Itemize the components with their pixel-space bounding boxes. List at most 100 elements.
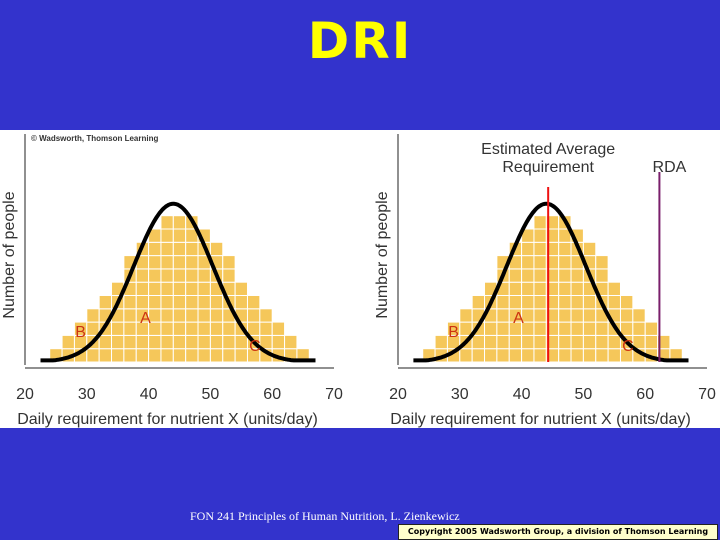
bar-cell	[135, 268, 150, 283]
bar-cell	[582, 321, 597, 336]
bar-cell	[533, 255, 547, 270]
bar-cell	[222, 334, 236, 350]
bar-cell	[246, 295, 261, 310]
bar-cell	[148, 295, 162, 310]
bar-cell	[619, 321, 634, 336]
bar-cell	[209, 308, 224, 323]
bar-cell	[607, 295, 621, 310]
bar-cell	[558, 321, 572, 336]
histogram-bar	[632, 308, 646, 363]
region-label-c: C	[249, 338, 261, 355]
x-tick-label: 20	[389, 386, 407, 403]
y-axis-title: Number of people	[374, 191, 391, 318]
bar-cell	[496, 334, 510, 350]
bar-cell	[496, 348, 510, 363]
x-tick-label: 70	[698, 386, 716, 403]
x-tick-label: 50	[575, 386, 593, 403]
bar-cell	[558, 281, 572, 296]
bar-cell	[209, 241, 224, 257]
bar-cell	[135, 334, 150, 350]
bar-cell	[123, 308, 137, 323]
bar-cell	[582, 241, 597, 257]
bar-cell	[148, 348, 162, 363]
bar-cell	[222, 348, 236, 363]
bar-cell	[98, 334, 113, 350]
bar-cell	[209, 334, 224, 350]
bar-cell	[172, 215, 187, 230]
bar-cell	[521, 255, 535, 270]
bar-cell	[570, 268, 584, 283]
bar-cell	[259, 308, 273, 323]
distribution-curve	[40, 201, 316, 363]
x-tick-label: 60	[636, 386, 654, 403]
bar-cell	[459, 321, 473, 336]
bar-cell	[111, 321, 125, 336]
bar-cell	[521, 334, 535, 350]
bar-cell	[160, 334, 174, 350]
histogram-bar	[185, 215, 199, 363]
bar-cell	[284, 334, 298, 350]
bar-cell	[172, 255, 187, 270]
bar-cell	[172, 295, 187, 310]
bar-cell	[197, 321, 211, 336]
bar-cell	[558, 334, 572, 350]
bar-cell	[160, 348, 174, 363]
bar-cell	[160, 268, 174, 283]
bar-cell	[533, 321, 547, 336]
bar-cell	[172, 241, 187, 257]
bar-cell	[496, 308, 510, 323]
bar-cell	[484, 321, 498, 336]
footer-text: FON 241 Principles of Human Nutrition, L…	[190, 509, 460, 523]
bar-cell	[197, 348, 211, 363]
bar-cell	[148, 241, 162, 257]
bar-cell	[98, 295, 113, 310]
bar-cell	[259, 321, 273, 336]
bar-cell	[160, 308, 174, 323]
bar-cell	[135, 348, 150, 363]
bar-cell	[595, 348, 609, 363]
bar-cell	[197, 334, 211, 350]
histogram-bar	[459, 308, 473, 363]
bar-cell	[471, 334, 486, 350]
bar-cell	[148, 281, 162, 296]
bar-cell	[185, 348, 199, 363]
histogram-bar	[496, 255, 510, 363]
region-label-c: C	[622, 338, 634, 355]
bar-cell	[111, 348, 125, 363]
copyright-notice: Copyright 2005 Wadsworth Group, a divisi…	[398, 524, 718, 540]
bar-cell	[558, 308, 572, 323]
bar-cell	[582, 348, 597, 363]
bar-cell	[484, 348, 498, 363]
slide-title: DRI	[307, 12, 413, 70]
bar-cell	[135, 295, 150, 310]
bar-cell	[271, 321, 286, 336]
bar-cell	[111, 334, 125, 350]
bar-cell	[209, 295, 224, 310]
bar-cell	[570, 334, 584, 350]
bar-cell	[160, 295, 174, 310]
bar-cell	[521, 241, 535, 257]
bar-cell	[434, 334, 448, 350]
bar-cell	[86, 321, 100, 336]
bar-cell	[209, 348, 224, 363]
histogram-bar	[533, 215, 547, 363]
figure-credit: © Wadsworth, Thomson Learning	[31, 134, 158, 143]
bar-cell	[644, 334, 659, 350]
bar-cell	[496, 295, 510, 310]
y-axis-title: Number of people	[1, 191, 18, 318]
histogram-bar	[197, 228, 211, 363]
bar-cell	[172, 321, 187, 336]
bar-cell	[558, 268, 572, 283]
bar-cell	[558, 255, 572, 270]
bar-cell	[521, 348, 535, 363]
rda-label: RDA	[653, 159, 687, 176]
ear-label: Requirement	[502, 159, 594, 176]
bar-cell	[185, 281, 199, 296]
bar-cell	[484, 334, 498, 350]
bar-cell	[123, 348, 137, 363]
bar-cell	[508, 268, 523, 283]
histogram-bar	[172, 215, 187, 363]
bar-cell	[607, 281, 621, 296]
bar-cell	[619, 308, 634, 323]
x-tick-label: 30	[451, 386, 469, 403]
